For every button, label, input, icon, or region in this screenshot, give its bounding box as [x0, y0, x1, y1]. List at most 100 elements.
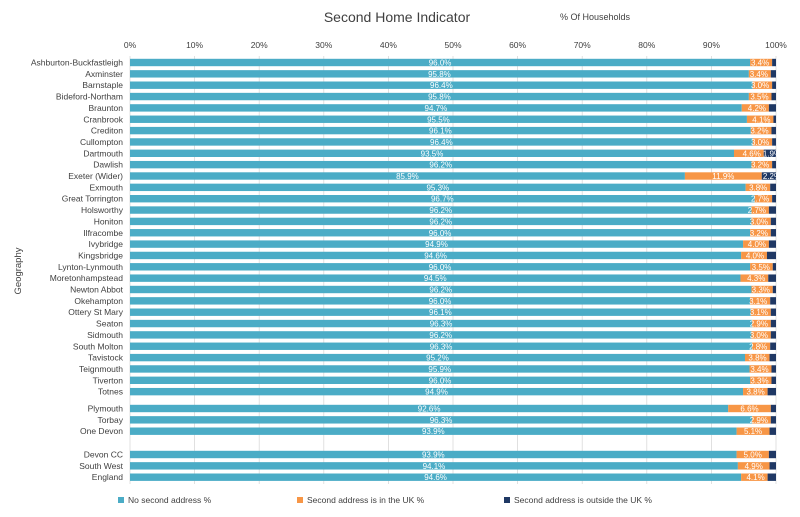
- bar-segment: [770, 297, 776, 305]
- data-label: 96.2%: [429, 161, 452, 170]
- bar-segment: [130, 92, 749, 101]
- data-label: 6.6%: [740, 405, 758, 414]
- data-label: 4.9%: [745, 462, 763, 471]
- data-label: 96.2%: [429, 331, 452, 340]
- category-label: England: [92, 472, 123, 482]
- bar-segment: [130, 297, 751, 305]
- data-label: 96.0%: [429, 376, 452, 385]
- bar-segment: [770, 416, 776, 424]
- category-label: Ashburton-Buckfastleigh: [31, 58, 123, 68]
- bar-segment: [740, 274, 769, 282]
- bar-segment: [130, 70, 749, 78]
- category-label: Exmouth: [89, 182, 123, 192]
- bar-segment: [748, 92, 772, 101]
- legend: No second address % Second address is in …: [118, 495, 652, 505]
- bar-segment: [130, 404, 729, 413]
- data-label: 94.9%: [425, 388, 448, 397]
- data-label: 96.7%: [431, 195, 454, 204]
- bar-segment: [130, 206, 752, 214]
- data-label: 94.5%: [424, 274, 447, 283]
- data-label: 3.0%: [750, 217, 768, 226]
- data-label: 3.0%: [750, 331, 768, 340]
- legend-label: Second address is outside the UK %: [514, 495, 652, 505]
- x-tick-label: 70%: [574, 40, 591, 50]
- bar-segment: [130, 331, 752, 339]
- data-label: 96.0%: [429, 229, 452, 238]
- bar-segment: [130, 58, 751, 67]
- bar-segment: [772, 195, 776, 203]
- bar-segment: [768, 274, 776, 282]
- data-label: 85.9%: [396, 172, 419, 181]
- bar-segment: [770, 331, 776, 339]
- bar-segment: [741, 251, 767, 260]
- x-tick-label: 10%: [186, 40, 203, 50]
- category-label: Kingsbridge: [78, 250, 123, 260]
- bar-segment: [130, 427, 737, 435]
- bar-segment: [752, 138, 773, 146]
- category-label: Honiton: [94, 216, 124, 226]
- bar-segment: [772, 81, 776, 89]
- bar-segment: [752, 342, 771, 350]
- bar-segment: [771, 365, 776, 373]
- category-label: Okehampton: [74, 296, 123, 306]
- data-label: 94.6%: [424, 251, 447, 260]
- bar-segment: [767, 387, 776, 396]
- bar-segment: [130, 149, 735, 157]
- bar-segment: [768, 104, 776, 112]
- bar-segment: [769, 427, 776, 435]
- data-label: 4.1%: [752, 115, 770, 124]
- chart-title: Second Home Indicator: [324, 9, 471, 25]
- bar-segment: [130, 160, 752, 169]
- legend-swatch: [297, 497, 303, 503]
- data-label: 3.0%: [751, 81, 769, 90]
- bar-segment: [752, 319, 771, 328]
- data-label: 3.5%: [750, 93, 768, 102]
- data-label: 95.3%: [426, 183, 449, 192]
- category-label: Seaton: [96, 319, 123, 329]
- data-label: 93.5%: [421, 149, 444, 158]
- data-label: 3.0%: [751, 138, 769, 147]
- data-label: 96.4%: [430, 81, 453, 90]
- bar-segment: [768, 206, 776, 214]
- data-label: 2.9%: [750, 416, 768, 425]
- data-label: 3.2%: [750, 127, 768, 136]
- bar-segment: [737, 462, 770, 470]
- bar-segment: [743, 387, 768, 396]
- bar-segment: [772, 138, 776, 146]
- bar-segment: [130, 183, 746, 192]
- bar-segment: [770, 319, 776, 328]
- bar-segment: [754, 195, 773, 203]
- legend-label: Second address is in the UK %: [307, 495, 425, 505]
- data-label: 1.9%: [763, 149, 781, 158]
- legend-swatch: [118, 497, 124, 503]
- category-labels: Ashburton-BuckfastleighAxminsterBarnstap…: [31, 58, 124, 483]
- data-label: 3.3%: [752, 286, 770, 295]
- data-label: 3.4%: [750, 70, 768, 79]
- bar-segment: [768, 240, 776, 248]
- data-label: 95.8%: [428, 93, 451, 102]
- category-label: Crediton: [91, 126, 123, 136]
- bar-segment: [763, 149, 776, 157]
- data-label: 96.0%: [429, 297, 452, 306]
- bar-segment: [130, 308, 751, 316]
- data-label: 3.4%: [750, 365, 768, 374]
- bar-segment: [770, 308, 776, 316]
- data-label: 3.8%: [748, 354, 766, 363]
- category-label: Barnstaple: [82, 80, 123, 90]
- bar-segment: [769, 462, 776, 470]
- category-label: Braunton: [89, 103, 124, 113]
- bar-segment: [771, 92, 776, 101]
- data-label: 4.1%: [746, 473, 764, 482]
- category-label: Newton Abbot: [70, 285, 124, 295]
- bar-segment: [770, 404, 776, 413]
- bar-segment: [130, 115, 747, 123]
- bar-segment: [750, 297, 771, 305]
- bar-segment: [751, 285, 773, 294]
- bar-segment: [750, 126, 772, 135]
- chart-subtitle: % Of Households: [560, 12, 631, 22]
- data-label: 4.6%: [743, 149, 761, 158]
- x-tick-label: 60%: [509, 40, 526, 50]
- bar-segment: [130, 195, 755, 203]
- x-tick-label: 20%: [251, 40, 268, 50]
